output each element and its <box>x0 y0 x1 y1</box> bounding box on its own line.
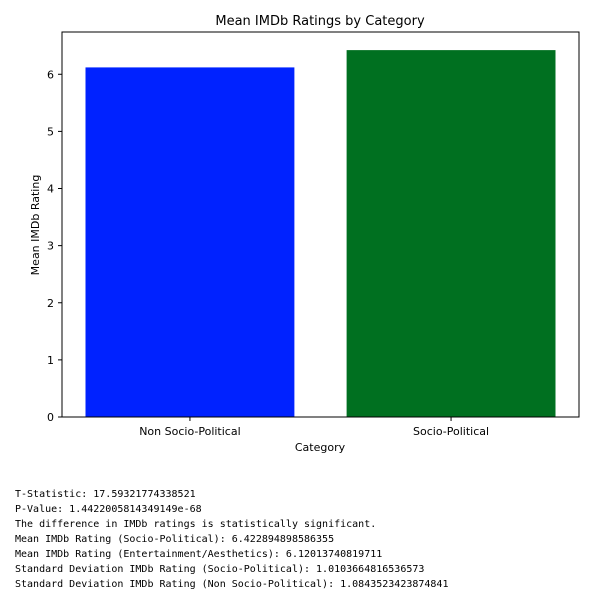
stats-line: P-Value: 1.4422005814349149e-68 <box>15 504 202 515</box>
x-tick-label: Socio-Political <box>413 425 489 438</box>
statistics-output: T-Statistic: 17.59321774338521 P-Value: 1… <box>15 487 448 592</box>
y-tick-label: 3 <box>47 240 54 253</box>
y-tick-label: 6 <box>47 68 54 81</box>
y-tick-label: 5 <box>47 125 54 138</box>
stats-line: T-Statistic: 17.59321774338521 <box>15 489 196 500</box>
plot-frame <box>61 31 580 418</box>
x-axis-label: Category <box>295 441 346 454</box>
y-tick-label: 2 <box>47 297 54 310</box>
stats-line: Mean IMDb Rating (Entertainment/Aestheti… <box>15 549 383 560</box>
stats-line: The difference in IMDb ratings is statis… <box>15 519 377 530</box>
bar-socio-political <box>346 50 556 418</box>
stats-line: Standard Deviation IMDb Rating (Socio-Po… <box>15 564 425 575</box>
stats-line: Standard Deviation IMDb Rating (Non Soci… <box>15 579 449 590</box>
y-axis-label: Mean IMDb Rating <box>29 175 42 276</box>
y-axis-ticks: 0 1 2 3 4 5 6 <box>47 68 62 424</box>
y-tick-label: 4 <box>47 183 54 196</box>
y-tick-label: 1 <box>47 354 54 367</box>
bar-chart: Mean IMDb Ratings by Category 0 1 2 3 4 5 6 No… <box>29 14 580 454</box>
x-tick-label: Non Socio-Political <box>139 425 240 438</box>
bars-group <box>85 50 556 418</box>
x-axis-ticks: Non Socio-Political Socio-Political <box>139 417 489 438</box>
chart-title: Mean IMDb Ratings by Category <box>215 14 425 29</box>
y-tick-label: 0 <box>47 411 54 424</box>
stats-line: Mean IMDb Rating (Socio-Political): 6.42… <box>15 534 335 545</box>
bar-non-socio-political <box>85 67 295 417</box>
